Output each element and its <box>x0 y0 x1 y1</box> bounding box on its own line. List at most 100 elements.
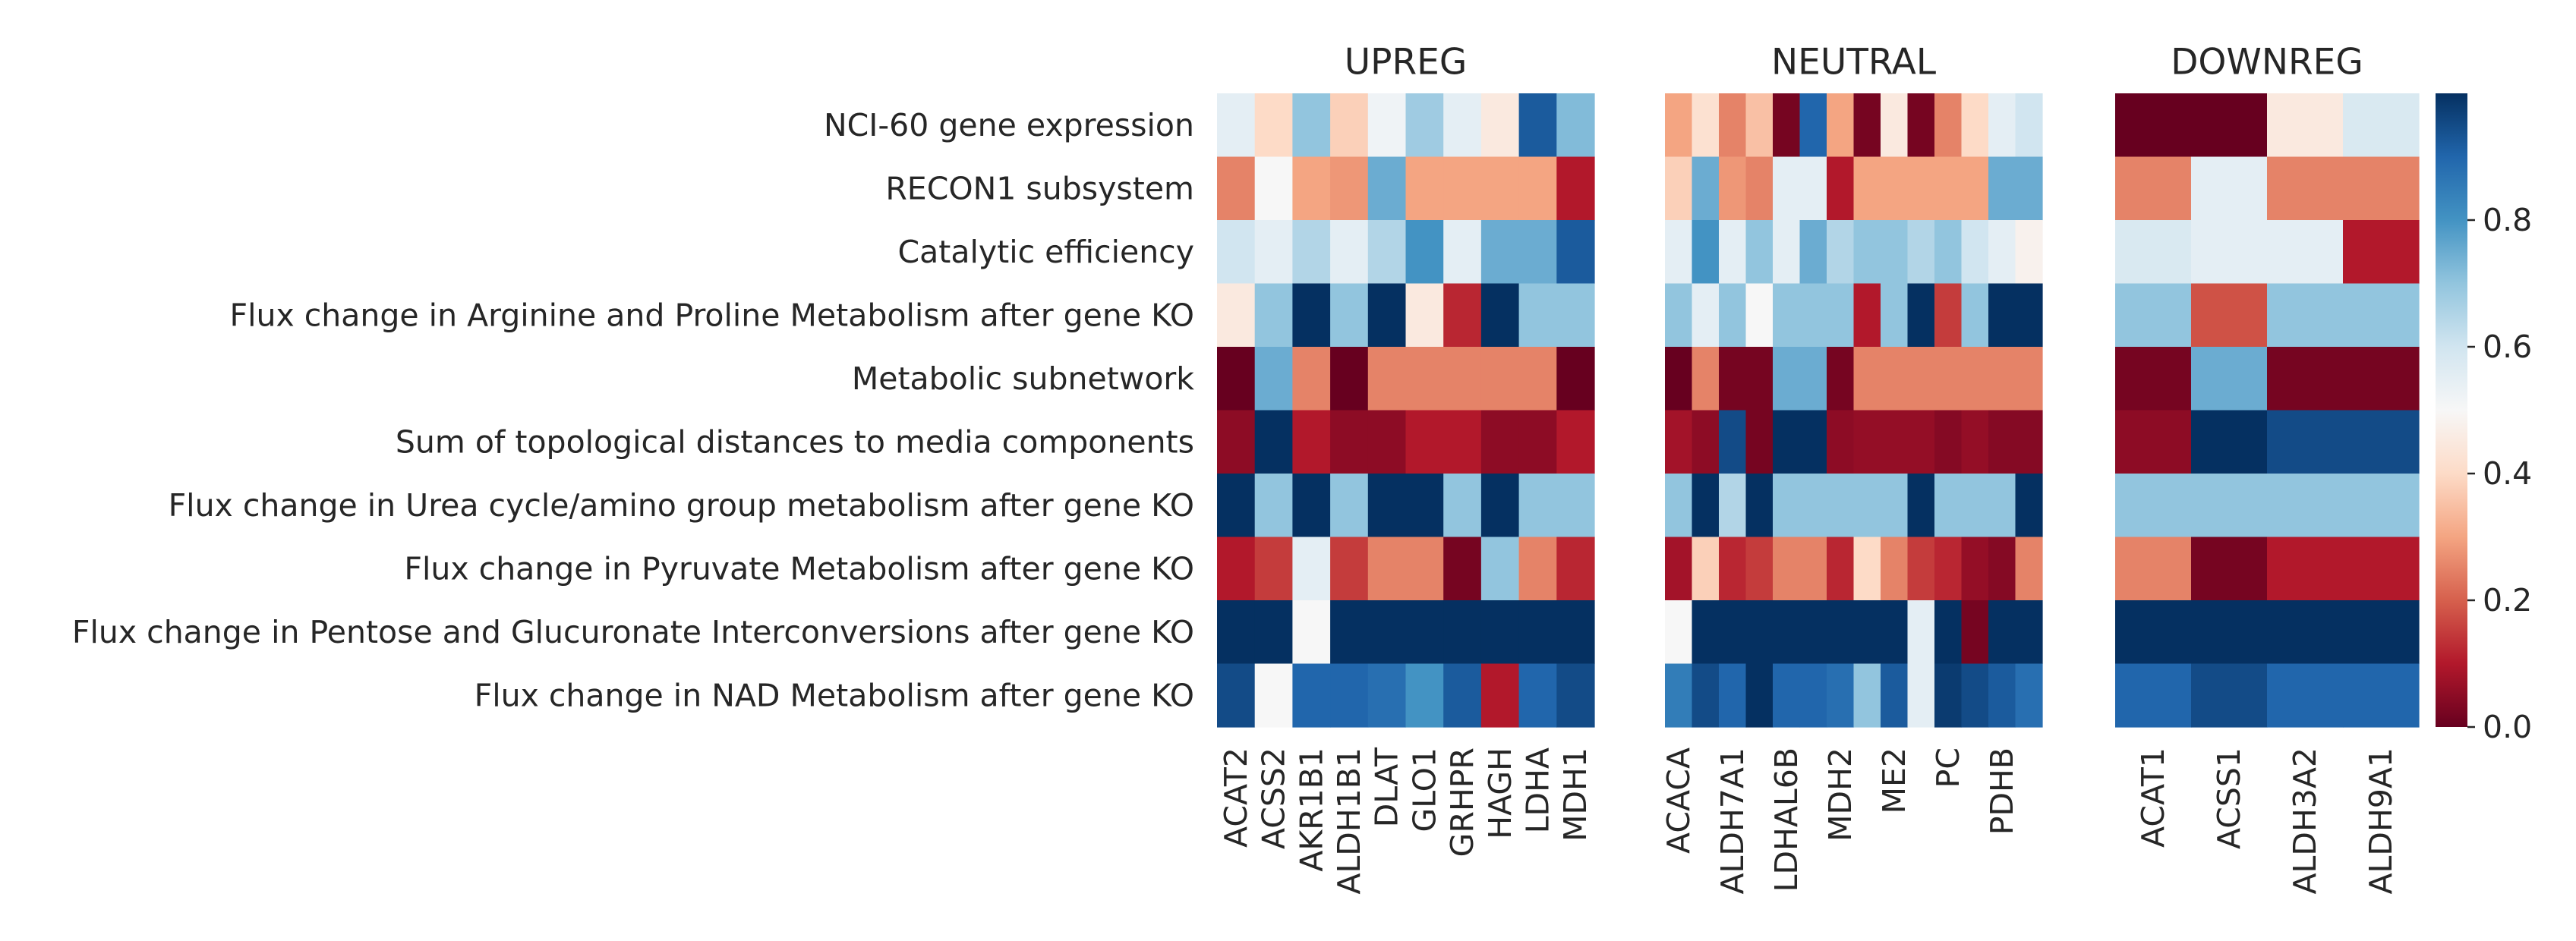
row-label: Sum of topological distances to media co… <box>396 423 1194 460</box>
heatmap-cell <box>1692 410 1720 474</box>
heatmap-cell <box>1480 283 1520 348</box>
heatmap-cell <box>2115 663 2192 728</box>
heatmap-cell <box>1480 220 1520 285</box>
heatmap-cell <box>1988 93 2016 158</box>
heatmap-cell <box>1719 156 1747 221</box>
heatmap-cell <box>1480 537 1520 601</box>
heatmap-cell <box>1907 93 1935 158</box>
column-label: PDHB <box>1984 747 2020 835</box>
heatmap-cell <box>1799 156 1827 221</box>
heatmap-cell <box>2267 663 2344 728</box>
heatmap-cell <box>1934 156 1963 221</box>
heatmap-cell <box>1292 410 1331 474</box>
heatmap-cell <box>1853 283 1881 348</box>
heatmap-cell <box>1988 537 2016 601</box>
heatmap-cell <box>1443 663 1482 728</box>
heatmap-cell <box>1330 347 1369 411</box>
column-label: GLO1 <box>1406 747 1442 832</box>
heatmap-cell <box>1773 663 1801 728</box>
colorbar-gradient <box>2436 93 2467 727</box>
heatmap-cell <box>1367 156 1407 221</box>
row-label: Flux change in Pyruvate Metabolism after… <box>404 550 1194 587</box>
heatmap-cell <box>1773 347 1801 411</box>
heatmap-cell <box>1719 93 1747 158</box>
heatmap-cell <box>2267 537 2344 601</box>
heatmap-cell <box>1330 474 1369 538</box>
heatmap-cell <box>2267 347 2344 411</box>
heatmap-cell <box>2267 93 2344 158</box>
column-label: HAGH <box>1482 747 1518 839</box>
heatmap-cell <box>1745 537 1774 601</box>
heatmap-cell <box>2343 663 2420 728</box>
column-label: ALDH3A2 <box>2287 747 2323 895</box>
heatmap-cell <box>1254 156 1293 221</box>
heatmap-cell <box>1881 537 1909 601</box>
heatmap-cell <box>1719 663 1747 728</box>
heatmap-cell <box>1518 156 1557 221</box>
heatmap-cell <box>1853 93 1881 158</box>
heatmap-panel: UPREG ACAT2 ACSS2 AKR1B1 ALDH1B1 DLAT GLO1 GRHP… <box>1217 42 1595 895</box>
heatmap-cell <box>2343 93 2420 158</box>
heatmap-cell <box>2191 283 2268 348</box>
row-label: Flux change in NAD Metabolism after gene… <box>475 677 1194 713</box>
heatmap-cell <box>1934 410 1963 474</box>
heatmap-cell <box>1443 156 1482 221</box>
heatmap-cell <box>1719 410 1747 474</box>
column-label: ALDH9A1 <box>2363 747 2399 895</box>
heatmap-cell <box>1719 283 1747 348</box>
heatmap-cell <box>2343 283 2420 348</box>
heatmap-cell <box>1988 156 2016 221</box>
heatmap-panels: UPREG ACAT2 ACSS2 AKR1B1 ALDH1B1 DLAT GLO1 GRHP… <box>1217 42 2420 895</box>
heatmap-cell <box>1518 600 1557 665</box>
heatmap-cell <box>1827 663 1855 728</box>
heatmap-cell <box>1907 347 1935 411</box>
heatmap-cell <box>1405 537 1444 601</box>
heatmap-cell <box>2191 93 2268 158</box>
heatmap-cell <box>1330 410 1369 474</box>
heatmap-cell <box>1907 283 1935 348</box>
heatmap-cell <box>1443 410 1482 474</box>
heatmap-cell <box>1665 93 1693 158</box>
heatmap-cell <box>2343 156 2420 221</box>
heatmap-cell <box>1827 537 1855 601</box>
heatmap-cell <box>1254 537 1293 601</box>
column-label: PC <box>1930 747 1966 788</box>
heatmap-cell <box>1745 474 1774 538</box>
heatmap-cell <box>1518 410 1557 474</box>
heatmap-cell <box>1907 410 1935 474</box>
heatmap-cell <box>2191 537 2268 601</box>
heatmap-cell <box>1827 93 1855 158</box>
heatmap-cell <box>1745 600 1774 665</box>
heatmap-cell <box>2115 410 2192 474</box>
heatmap-cell <box>1692 156 1720 221</box>
colorbar: 0.0 0.2 0.4 0.6 0.8 <box>2436 93 2532 745</box>
heatmap-cell <box>1367 600 1407 665</box>
heatmap-cell <box>1745 283 1774 348</box>
row-label: Flux change in Pentose and Glucuronate I… <box>72 614 1194 650</box>
heatmap-cell <box>1799 410 1827 474</box>
heatmap-cell <box>1881 600 1909 665</box>
heatmap-cell <box>2191 347 2268 411</box>
heatmap-cell <box>1988 600 2016 665</box>
heatmap-cell <box>1292 537 1331 601</box>
heatmap-cell <box>1907 220 1935 285</box>
heatmap-cell <box>1961 93 1989 158</box>
heatmap-cell <box>1292 220 1331 285</box>
heatmap-cell <box>1934 283 1963 348</box>
heatmap-cell <box>1518 93 1557 158</box>
heatmap-cell <box>1556 347 1595 411</box>
heatmap-cell <box>1292 156 1331 221</box>
heatmap-cell <box>1961 600 1989 665</box>
heatmap-cell <box>1480 663 1520 728</box>
column-label: ACSS1 <box>2211 747 2247 849</box>
heatmap-cell <box>1773 474 1801 538</box>
heatmap-cell <box>1719 347 1747 411</box>
heatmap-cell <box>1692 600 1720 665</box>
heatmap-cell <box>1292 347 1331 411</box>
heatmap-cell <box>2191 156 2268 221</box>
heatmap-cell <box>1556 220 1595 285</box>
colorbar-tick-label: 0.0 <box>2483 709 2532 745</box>
heatmap-cell <box>2191 663 2268 728</box>
column-label: GRHPR <box>1444 747 1480 857</box>
heatmap-cell <box>1881 663 1909 728</box>
